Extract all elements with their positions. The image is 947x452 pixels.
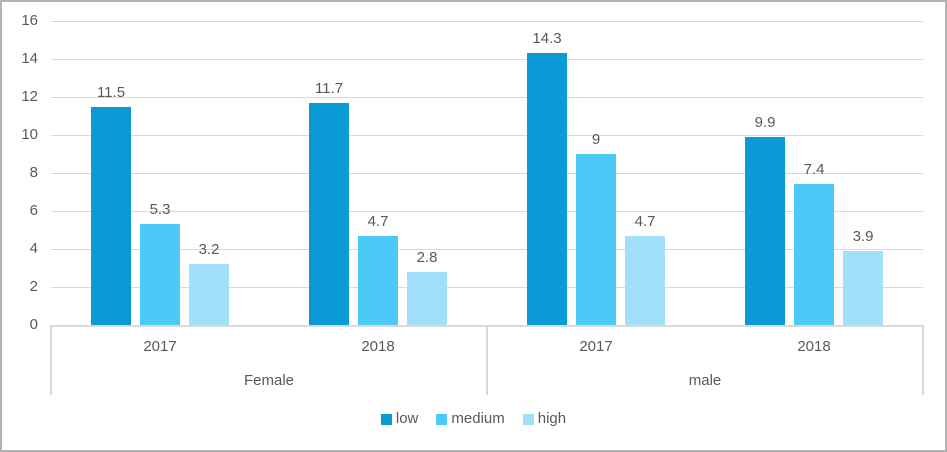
gridline: [51, 21, 923, 22]
bar-value-label: 9.9: [754, 113, 776, 131]
y-axis-tick-label: 4: [29, 240, 38, 257]
legend-swatch-low: [380, 413, 392, 425]
gridline: [51, 211, 923, 212]
y-axis-tick-label: 2: [29, 278, 38, 295]
legend-swatch-medium: [436, 413, 448, 425]
gridline: [51, 249, 923, 250]
bar-value-label: 14.3: [532, 30, 562, 48]
gridline: [51, 135, 923, 136]
category-year-label: 2017: [579, 338, 613, 355]
bar-value-label: 5.3: [149, 201, 171, 219]
category-year-label: 2018: [361, 338, 395, 355]
y-axis-tick-label: 8: [29, 164, 38, 181]
bar-value-label: 3.2: [198, 241, 220, 259]
bar-low: [91, 106, 131, 325]
category-group-label: male: [688, 372, 722, 389]
legend-item-low: low: [380, 409, 419, 429]
legend-swatch-high: [522, 413, 534, 425]
gridline: [51, 97, 923, 98]
bar-medium: [358, 235, 398, 325]
bar-low: [527, 53, 567, 325]
legend-label-high: high: [537, 410, 567, 427]
y-axis-tick-label: 6: [29, 202, 38, 219]
category-axis-divider: [486, 325, 488, 395]
category-axis-divider: [50, 325, 52, 395]
bar-medium: [794, 184, 834, 325]
bar-medium: [576, 154, 616, 325]
y-axis-tick-label: 0: [29, 316, 38, 333]
bar-value-label: 11.7: [314, 79, 344, 97]
legend: low medium high: [0, 409, 947, 429]
bar-high: [843, 250, 883, 325]
bar-medium: [140, 224, 180, 325]
category-group-label: Female: [243, 372, 295, 389]
bar-value-label: 4.7: [367, 212, 389, 230]
bar-low: [309, 102, 349, 325]
bar-low: [745, 136, 785, 325]
bar-value-label: 4.7: [634, 212, 656, 230]
bar-high: [625, 235, 665, 325]
y-axis-tick-label: 10: [21, 126, 38, 143]
legend-item-high: high: [522, 409, 567, 429]
gridline: [51, 59, 923, 60]
y-axis-tick-label: 14: [21, 50, 38, 67]
bar-high: [189, 264, 229, 325]
category-axis-divider: [922, 325, 924, 395]
category-year-label: 2017: [143, 338, 177, 355]
bar-value-label: 3.9: [852, 227, 874, 245]
legend-label-medium: medium: [451, 410, 505, 427]
gridline: [51, 173, 923, 174]
category-year-label: 2018: [797, 338, 831, 355]
legend-item-medium: medium: [436, 409, 505, 429]
bar-value-label: 7.4: [803, 161, 825, 179]
y-axis-tick-label: 12: [21, 88, 38, 105]
bar-value-label: 9: [591, 131, 601, 148]
bar-value-label: 11.5: [96, 83, 126, 101]
gridline: [51, 287, 923, 288]
legend-label-low: low: [395, 410, 419, 427]
bar-high: [407, 271, 447, 325]
y-axis-tick-label: 16: [21, 12, 38, 29]
bar-value-label: 2.8: [416, 248, 438, 266]
